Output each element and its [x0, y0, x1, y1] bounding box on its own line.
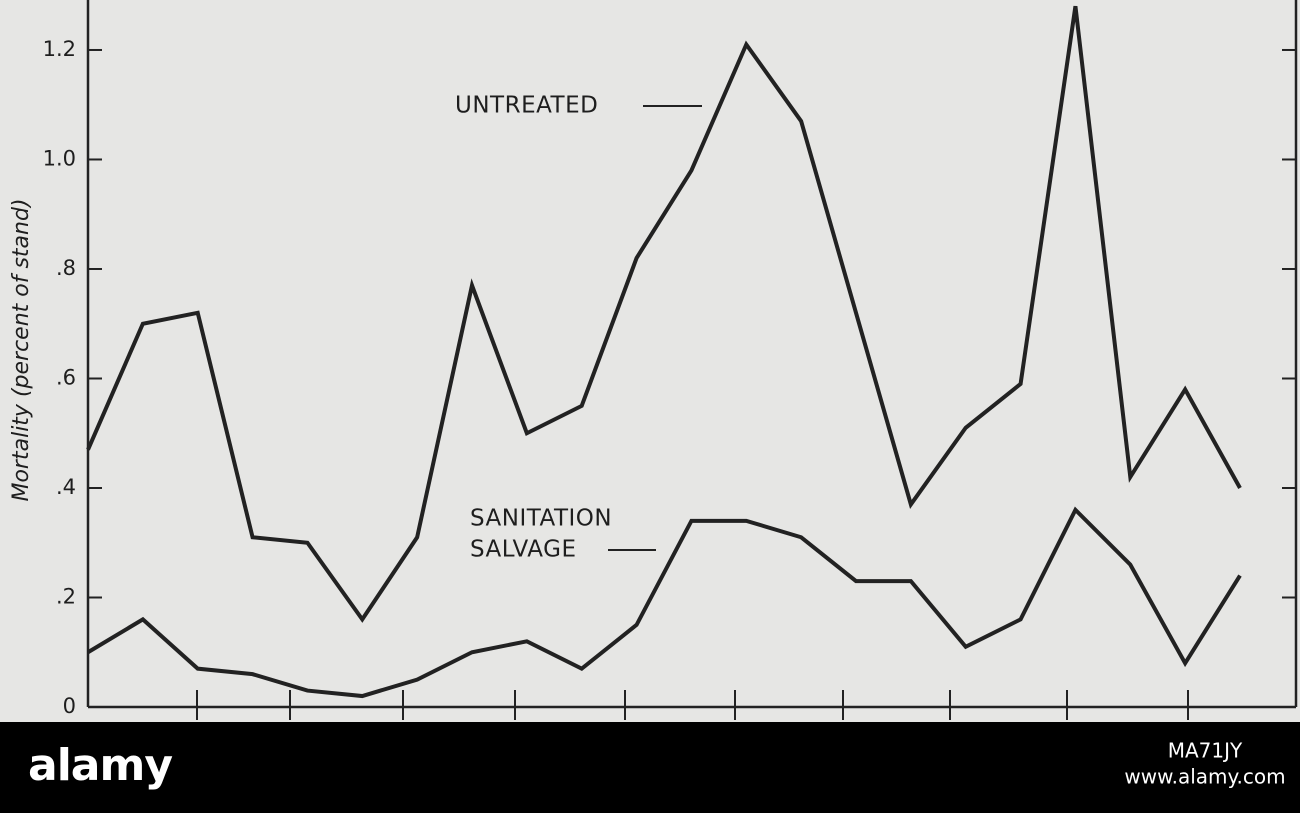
y-tick-label: .4: [56, 475, 76, 499]
y-tick-label: .8: [56, 256, 76, 280]
y-tick-label: 1.2: [43, 37, 76, 61]
watermark-band: [0, 722, 1300, 813]
watermark-id: MA71JY: [1168, 739, 1243, 763]
y-tick-label: .6: [56, 365, 76, 389]
y-tick-label: 1.0: [43, 146, 76, 170]
annotation: SALVAGE: [470, 537, 577, 563]
y-tick-label: .2: [56, 584, 76, 608]
y-tick-label: 0: [63, 694, 76, 718]
y-axis-label: Mortality (percent of stand): [9, 198, 34, 501]
annotation: UNTREATED: [455, 93, 598, 119]
x-ticks: [196, 690, 1189, 720]
line-series: [86, 5, 1242, 623]
line-series: [86, 506, 1242, 699]
watermark-url: www.alamy.com: [1124, 765, 1285, 789]
watermark-brand: alamy: [28, 740, 172, 791]
annotation: SANITATION: [470, 506, 612, 532]
